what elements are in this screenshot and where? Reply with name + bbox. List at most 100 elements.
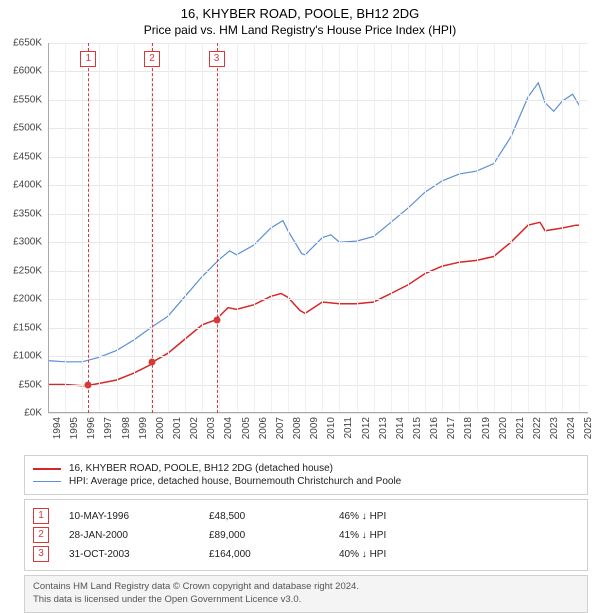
gridline-v xyxy=(391,43,392,413)
gridline-h xyxy=(48,356,588,357)
gridline-h xyxy=(48,242,588,243)
y-tick-label: £150K xyxy=(13,322,42,333)
gridline-v xyxy=(134,43,135,413)
gridline-h xyxy=(48,271,588,272)
gridline-v xyxy=(185,43,186,413)
gridline-v xyxy=(168,43,169,413)
y-tick-label: £200K xyxy=(13,294,42,305)
x-tick-label: 1999 xyxy=(138,417,149,439)
x-tick-label: 2002 xyxy=(189,417,200,439)
gridline-v xyxy=(528,43,529,413)
event-table-row: 331-OCT-2003£164,00040% ↓ HPI xyxy=(33,546,579,562)
event-date: 31-OCT-2003 xyxy=(69,549,209,560)
y-tick-label: £350K xyxy=(13,208,42,219)
y-tick-label: £250K xyxy=(13,265,42,276)
event-marker-box: 3 xyxy=(209,51,225,67)
y-tick-label: £50K xyxy=(19,379,42,390)
gridline-v xyxy=(545,43,546,413)
y-tick-label: £400K xyxy=(13,180,42,191)
gridline-v xyxy=(322,43,323,413)
x-tick-label: 2003 xyxy=(206,417,217,439)
x-tick-label: 2025 xyxy=(583,417,594,439)
gridline-h xyxy=(48,71,588,72)
gridline-v xyxy=(374,43,375,413)
y-tick-label: £100K xyxy=(13,351,42,362)
attribution-line: This data is licensed under the Open Gov… xyxy=(33,594,579,607)
gridline-h xyxy=(48,185,588,186)
gridline-v xyxy=(219,43,220,413)
x-tick-label: 1995 xyxy=(69,417,80,439)
y-tick-label: £600K xyxy=(13,66,42,77)
x-tick-label: 2023 xyxy=(549,417,560,439)
event-number-box: 2 xyxy=(33,527,49,543)
gridline-h xyxy=(48,328,588,329)
event-marker-line xyxy=(152,43,153,413)
event-marker-dot xyxy=(213,316,220,323)
event-price: £89,000 xyxy=(209,530,339,541)
gridline-v xyxy=(305,43,306,413)
gridline-v xyxy=(425,43,426,413)
x-tick-label: 2018 xyxy=(463,417,474,439)
event-pct: 46% ↓ HPI xyxy=(339,511,579,522)
gridline-v xyxy=(562,43,563,413)
plot-svg xyxy=(48,43,588,413)
plot-region: £0K£50K£100K£150K£200K£250K£300K£350K£40… xyxy=(48,43,588,413)
event-table-row: 110-MAY-1996£48,50046% ↓ HPI xyxy=(33,508,579,524)
gridline-v xyxy=(237,43,238,413)
chart-title: 16, KHYBER ROAD, POOLE, BH12 2DG xyxy=(0,6,600,21)
gridline-h xyxy=(48,128,588,129)
gridline-v xyxy=(339,43,340,413)
gridline-v xyxy=(271,43,272,413)
x-tick-label: 2016 xyxy=(429,417,440,439)
gridline-h xyxy=(48,100,588,101)
gridline-v xyxy=(494,43,495,413)
legend-label: 16, KHYBER ROAD, POOLE, BH12 2DG (detach… xyxy=(69,463,333,474)
gridline-v xyxy=(288,43,289,413)
event-pct: 41% ↓ HPI xyxy=(339,530,579,541)
legend-label: HPI: Average price, detached house, Bour… xyxy=(69,476,401,487)
chart-subtitle: Price paid vs. HM Land Registry's House … xyxy=(0,23,600,37)
gridline-h xyxy=(48,157,588,158)
legend-box: 16, KHYBER ROAD, POOLE, BH12 2DG (detach… xyxy=(24,455,588,495)
event-number-box: 1 xyxy=(33,508,49,524)
attribution-box: Contains HM Land Registry data © Crown c… xyxy=(24,575,588,613)
x-tick-label: 2000 xyxy=(155,417,166,439)
gridline-v xyxy=(511,43,512,413)
legend-row: HPI: Average price, detached house, Bour… xyxy=(33,476,579,487)
event-table-row: 2 28-JAN-2000£89,00041% ↓ HPI xyxy=(33,527,579,543)
x-tick-label: 2022 xyxy=(532,417,543,439)
y-tick-label: £650K xyxy=(13,38,42,49)
gridline-v xyxy=(99,43,100,413)
event-marker-dot xyxy=(149,359,156,366)
x-tick-label: 2012 xyxy=(361,417,372,439)
x-tick-label: 2020 xyxy=(498,417,509,439)
gridline-v xyxy=(117,43,118,413)
gridline-v xyxy=(82,43,83,413)
gridline-v xyxy=(477,43,478,413)
events-table: 110-MAY-1996£48,50046% ↓ HPI 2 28-JAN-2000… xyxy=(24,499,588,571)
x-tick-label: 2015 xyxy=(412,417,423,439)
event-price: £164,000 xyxy=(209,549,339,560)
gridline-v xyxy=(442,43,443,413)
x-tick-label: 2024 xyxy=(566,417,577,439)
y-tick-label: £550K xyxy=(13,94,42,105)
legend-swatch xyxy=(33,481,61,482)
event-price: £48,500 xyxy=(209,511,339,522)
x-tick-label: 2004 xyxy=(223,417,234,439)
x-tick-label: 1998 xyxy=(121,417,132,439)
gridline-h xyxy=(48,413,588,414)
event-marker-box: 1 xyxy=(80,51,96,67)
gridline-v xyxy=(357,43,358,413)
event-date: 28-JAN-2000 xyxy=(69,530,209,541)
y-tick-label: £300K xyxy=(13,237,42,248)
event-marker-line xyxy=(88,43,89,413)
x-tick-label: 2008 xyxy=(292,417,303,439)
gridline-v xyxy=(579,43,580,413)
x-tick-label: 2009 xyxy=(309,417,320,439)
chart-area: £0K£50K£100K£150K£200K£250K£300K£350K£40… xyxy=(48,43,588,413)
gridline-v xyxy=(65,43,66,413)
series-line xyxy=(48,83,579,362)
gridline-v xyxy=(408,43,409,413)
y-axis-line xyxy=(48,43,49,413)
attribution-line: Contains HM Land Registry data © Crown c… xyxy=(33,581,579,594)
